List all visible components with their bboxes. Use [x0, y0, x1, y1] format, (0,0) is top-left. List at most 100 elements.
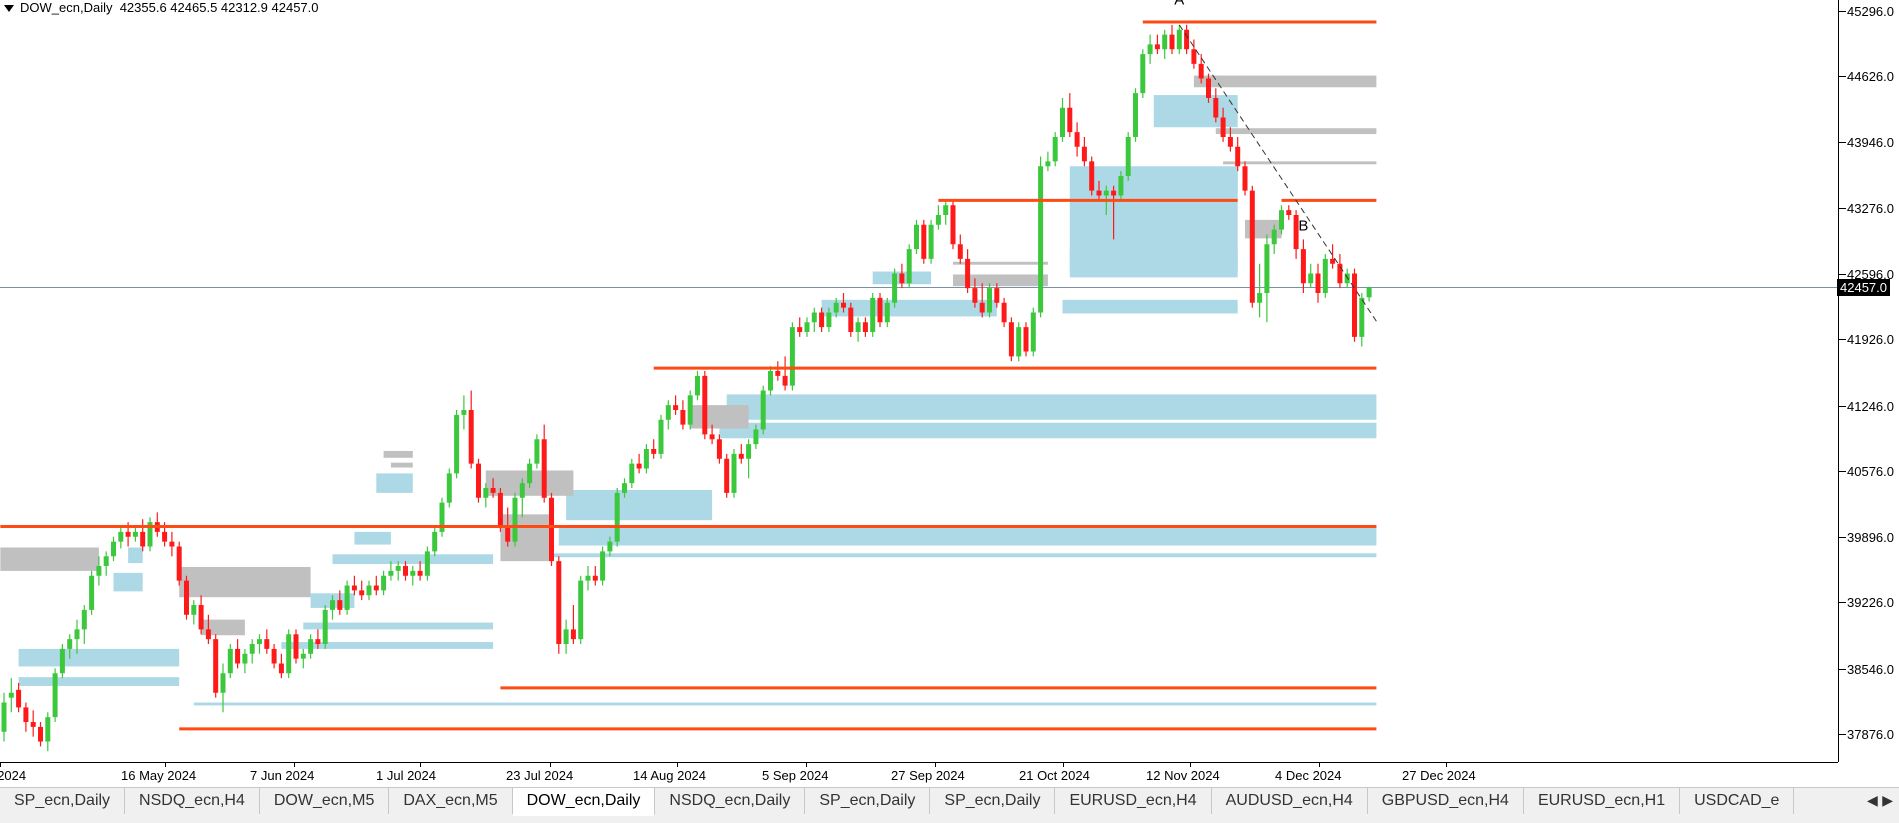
candle-body [731, 453, 737, 493]
candle-body [308, 639, 314, 654]
candle-body [169, 541, 175, 547]
candle-body [1, 702, 7, 732]
chart-tab[interactable]: GBPUSD_ecn,H4 [1367, 788, 1524, 814]
candle-body [1096, 190, 1102, 196]
candle-body [1242, 166, 1248, 191]
candle-body [563, 629, 569, 645]
ohlc-readout: 42355.6 42465.5 42312.9 42457.0 [119, 0, 319, 15]
candle-body [1206, 78, 1211, 98]
chart-tab[interactable]: NSDQ_ecn,H4 [125, 788, 260, 814]
candle-body [132, 531, 138, 537]
price-tick [1839, 142, 1846, 144]
chart-tab[interactable]: EURUSD_ecn,H4 [1055, 788, 1212, 814]
candle-body [1315, 273, 1321, 294]
candle-body [965, 258, 971, 289]
chart-tab[interactable]: SP_ecn,Daily [805, 788, 931, 814]
candle-body [74, 629, 80, 640]
candle-body [1118, 175, 1124, 196]
candle-body [979, 302, 985, 313]
candle-body [67, 639, 73, 649]
chart-tab[interactable]: DOW_ecn,Daily [512, 788, 656, 816]
supply-zone [179, 566, 311, 598]
candle-body [702, 375, 708, 435]
tab-scroll-arrows[interactable]: ◀ ▶ [1867, 793, 1893, 809]
chart-tab[interactable]: SP_ecn,Daily [930, 788, 1056, 814]
candle-body [1198, 63, 1204, 79]
chart-tab[interactable]: DOW_ecn,M5 [259, 788, 390, 814]
candle-body [906, 249, 912, 284]
time-tick [1063, 763, 1064, 767]
price-tick [1839, 668, 1846, 670]
candle-body [972, 288, 978, 303]
candle-body [1264, 244, 1270, 294]
candle-body [184, 580, 189, 615]
candle-body [1352, 273, 1357, 337]
candle-body [1359, 297, 1365, 337]
candle-body [1235, 146, 1241, 167]
candle-body [658, 419, 664, 454]
chart-tab[interactable]: EURUSD_ecn,H1 [1523, 788, 1681, 814]
candle-body [337, 600, 343, 610]
price-tick-label: 41246.0 [1847, 398, 1894, 414]
price-tick [1839, 537, 1846, 539]
candle-body [220, 673, 226, 693]
chart-tab[interactable]: AUDUSD_ecn,H4 [1211, 788, 1368, 814]
candle-body [388, 570, 394, 576]
candle-body [1023, 327, 1029, 352]
candle-body [585, 575, 591, 581]
price-axis[interactable]: 45296.0 44626.0 43946.0 43276.0 42596.0 41926… [1837, 0, 1899, 762]
candle-body [505, 527, 511, 542]
candle-body [724, 458, 730, 493]
candle-body [162, 531, 168, 542]
time-tick-label: 7 Jun 2024 [250, 768, 315, 783]
time-axis[interactable]: 24 Apr 2024 16 May 2024 7 Jun 2024 1 Jul 20… [0, 762, 1838, 787]
candle-body [622, 483, 627, 493]
supply-zone [390, 462, 413, 468]
candle-body [1154, 44, 1160, 50]
candle-body [541, 439, 547, 498]
candle-body [636, 463, 642, 469]
chart-tab[interactable]: DAX_ecn,M5 [389, 788, 513, 814]
candle-body [242, 653, 248, 664]
collapse-triangle-icon[interactable] [4, 5, 14, 13]
current-price-marker: 42457.0 [1837, 279, 1890, 297]
candle-body [147, 522, 153, 547]
supply-zone [1223, 161, 1377, 165]
candle-body [746, 444, 752, 459]
candle-body [877, 297, 883, 323]
price-tick-label: 43276.0 [1847, 200, 1894, 216]
price-tick [1839, 273, 1846, 275]
candle-body [439, 502, 445, 532]
time-tick [550, 763, 551, 767]
candle-body [454, 414, 460, 474]
price-chart[interactable]: AB [0, 0, 1838, 762]
time-tick-label: 24 Apr 2024 [0, 768, 27, 783]
price-tick-label: 45296.0 [1847, 3, 1894, 19]
price-tick-label: 38546.0 [1847, 661, 1894, 677]
price-tick-label: 41926.0 [1847, 332, 1894, 348]
candle-body [862, 322, 868, 333]
candle-body [1162, 34, 1168, 50]
candle-body [695, 375, 700, 396]
candle-body [512, 497, 518, 542]
price-tick-label: 37876.0 [1847, 727, 1894, 743]
time-tick-label: 4 Dec 2024 [1275, 768, 1342, 783]
candle-body [1257, 293, 1263, 303]
chart-tab[interactable]: SP_ecn,Daily [0, 788, 126, 814]
price-tick [1839, 10, 1846, 12]
symbol-label: DOW_ecn,Daily [20, 0, 113, 15]
chart-area[interactable]: AB DOW_ecn,Daily 42355.6 42465.5 42312.9… [0, 0, 1838, 762]
candle-body [775, 371, 781, 376]
candle-body [680, 410, 686, 425]
chart-tab[interactable]: USDCAD_e [1680, 788, 1795, 814]
annotation-label-b: B [1298, 218, 1308, 235]
candle-body [278, 663, 284, 674]
time-tick [1446, 763, 1447, 767]
candle-body [103, 556, 109, 567]
chart-tab[interactable]: NSDQ_ecn,Daily [655, 788, 806, 814]
candle-body [191, 605, 197, 615]
candle-body [811, 312, 817, 323]
candle-body [1133, 93, 1138, 137]
candle-body [1147, 44, 1153, 55]
price-tick [1839, 207, 1846, 209]
